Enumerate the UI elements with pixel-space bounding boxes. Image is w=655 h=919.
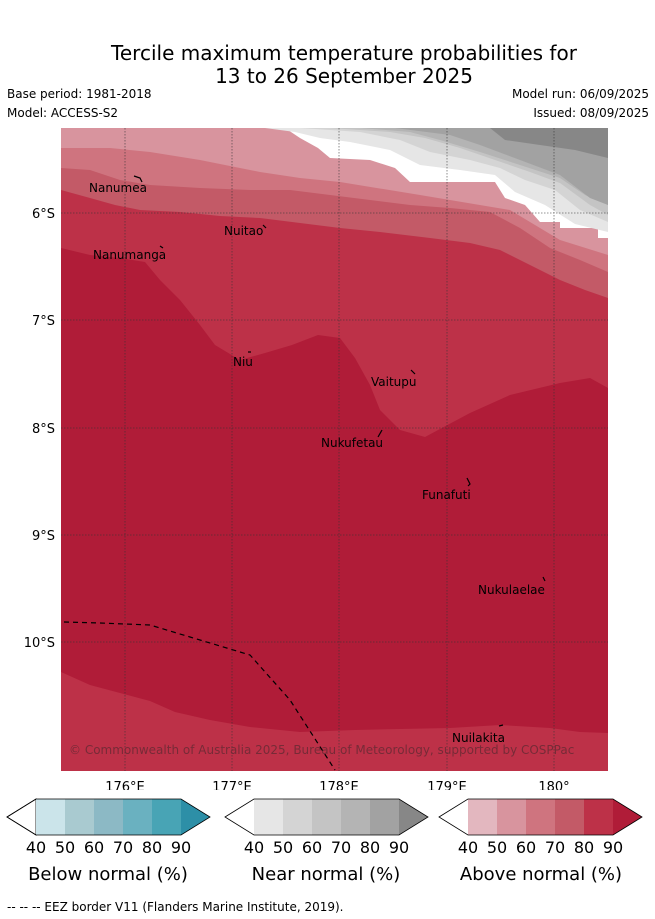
legend-below-label: Below normal (%) [28, 864, 188, 885]
lat-label-10s: 10°S [24, 636, 55, 651]
legend-below-tick: 60 [84, 838, 104, 857]
near-80-region [395, 128, 608, 205]
lat-label-8s: 8°S [32, 422, 55, 437]
place-label-vaitupu: Vaitupu [371, 375, 417, 389]
island-nukulaelae [542, 576, 546, 582]
legend-below-tick: 70 [113, 838, 133, 857]
legend-near-tick: 50 [273, 838, 293, 857]
place-label-niu: Niu [233, 355, 253, 369]
model-run: Model run: 06/09/2025 [511, 87, 649, 101]
lon-label-180: 180° [538, 780, 569, 790]
legend-below-tick: 90 [171, 838, 191, 857]
base-period: Base period: 1981-2018 [7, 87, 152, 101]
legend-near-tick: 40 [244, 838, 264, 857]
above-80-lower-region [61, 672, 608, 771]
map: Nanumea Nuitao Nanumanga Niu Vaitupu Nuk… [24, 128, 608, 790]
title-line-1: Tercile maximum temperature probabilitie… [111, 41, 577, 65]
model-name: Model: ACCESS-S2 [7, 106, 119, 120]
island-funafuti [466, 477, 471, 487]
place-label-nuitao: Nuitao [224, 224, 263, 238]
island-nanumea [133, 175, 143, 183]
probability-field [61, 128, 608, 771]
legend-near-tick: 70 [331, 838, 351, 857]
legend-above-tick: 60 [516, 838, 536, 857]
island-nukufetau [377, 429, 383, 438]
legend-near-tick: 90 [389, 838, 409, 857]
island-nanumanga [159, 245, 164, 249]
place-label-nanumea: Nanumea [89, 181, 147, 195]
lat-label-7s: 7°S [32, 314, 55, 329]
legend-below-tick: 50 [55, 838, 75, 857]
eez-border [63, 621, 336, 771]
legend: 40 50 60 70 80 90 40 50 60 70 80 90 40 5… [6, 798, 643, 885]
legend-near-tick: 60 [302, 838, 322, 857]
lon-label-176e: 176°E [105, 780, 145, 790]
eez-footnote: -- -- -- EEZ border V11 (Flanders Marine… [7, 900, 344, 914]
place-label-nanumanga: Nanumanga [93, 248, 166, 262]
legend-above-tick: 40 [458, 838, 478, 857]
legend-below-tick: 80 [142, 838, 162, 857]
issued-date: Issued: 08/09/2025 [533, 106, 649, 120]
near-90-region [490, 128, 608, 158]
island-nuitao [262, 224, 267, 229]
lon-label-178e: 178°E [319, 780, 359, 790]
legend-below-normal [6, 798, 211, 836]
island-vaitupu [410, 369, 416, 375]
legend-above-tick: 70 [545, 838, 565, 857]
place-label-nuilakita: Nuilakita [452, 731, 505, 745]
lat-label-9s: 9°S [32, 529, 55, 544]
legend-above-tick: 90 [603, 838, 623, 857]
legend-near-normal [224, 798, 429, 836]
island-nuilakita [498, 724, 504, 727]
legend-below-tick: 40 [26, 838, 46, 857]
lon-label-177e: 177°E [212, 780, 252, 790]
legend-near-tick: 80 [360, 838, 380, 857]
title-line-2: 13 to 26 September 2025 [215, 64, 473, 88]
legend-near-label: Near normal (%) [252, 864, 401, 885]
lon-label-179e: 179°E [427, 780, 467, 790]
legend-above-normal [438, 798, 643, 836]
legend-above-tick: 50 [487, 838, 507, 857]
legend-above-label: Above normal (%) [460, 864, 622, 885]
place-label-funafuti: Funafuti [422, 488, 471, 502]
copyright-text: © Commonwealth of Australia 2025, Bureau… [69, 743, 574, 757]
place-label-nukufetau: Nukufetau [321, 436, 383, 450]
legend-above-tick: 80 [574, 838, 594, 857]
place-label-nukulaelae: Nukulaelae [478, 583, 545, 597]
lat-label-6s: 6°S [32, 207, 55, 222]
